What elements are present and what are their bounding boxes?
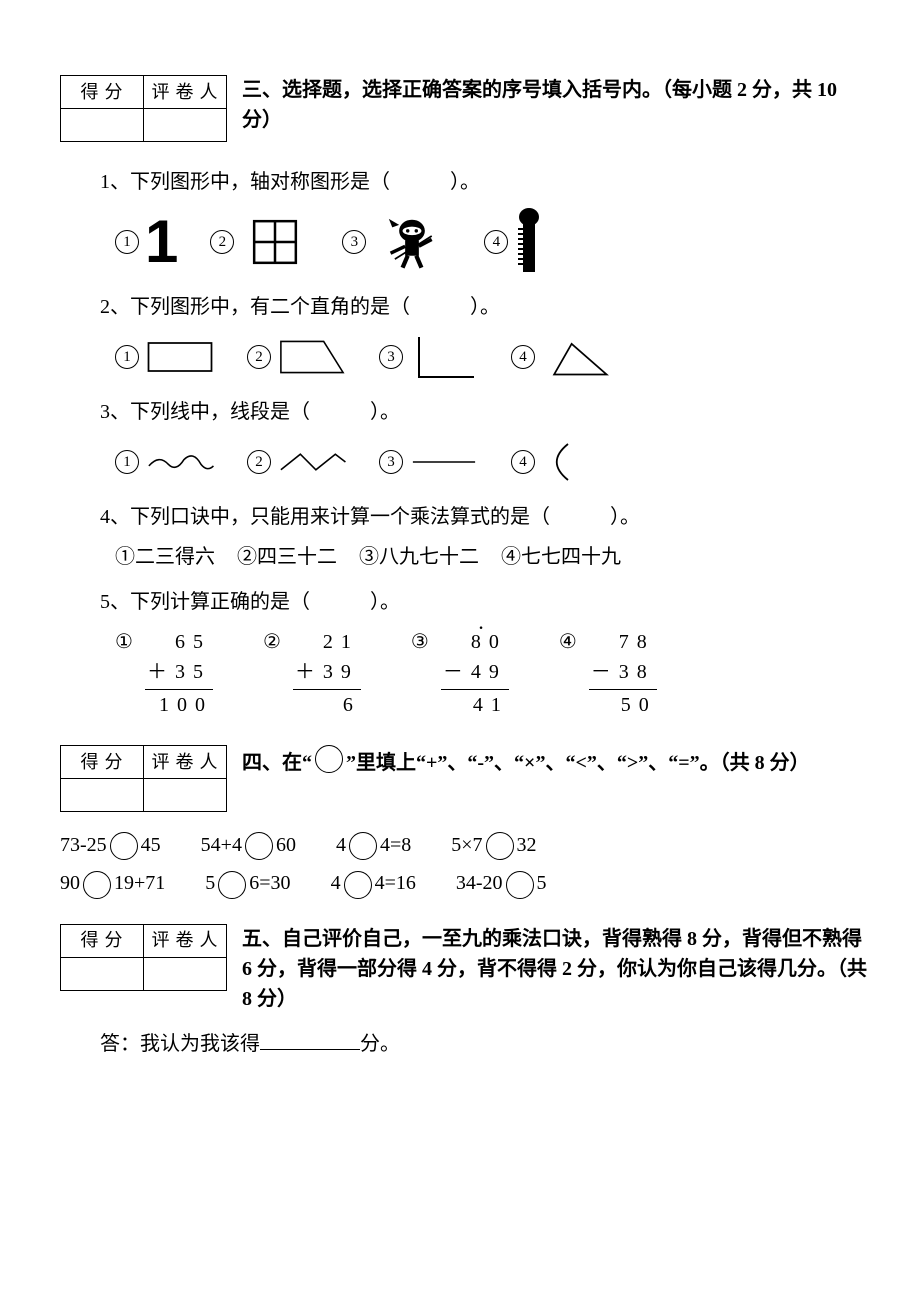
calc-4: 78 －38 50 xyxy=(589,627,657,720)
q3-options: 1 2 3 4 xyxy=(115,437,870,487)
q5-options: ① 65 ＋35 100 ② 21 ＋39 6 ③ 80 －49 41 ④ 78… xyxy=(115,627,870,720)
opt-num: 2 xyxy=(247,345,271,369)
score-h1: 得分 xyxy=(61,76,144,109)
section-3: 得分评卷人 三、选择题，选择正确答案的序号填入括号内。（每小题 2 分，共 10… xyxy=(60,75,870,720)
opt-num: ① xyxy=(115,627,133,657)
opt-num: 2 xyxy=(210,230,234,254)
fill-item[interactable]: 9019+71 xyxy=(60,868,165,898)
fill-item[interactable]: 34-205 xyxy=(456,868,547,898)
fill-item[interactable]: 44=16 xyxy=(331,868,416,898)
comb-icon xyxy=(514,207,544,277)
section-4: 得分评卷人 四、在“”里填上“+”、“-”、“×”、“<”、“>”、“=”。（共… xyxy=(60,745,870,899)
sec4-row2: 9019+71 56=30 44=16 34-205 xyxy=(60,868,870,898)
opt-num: 3 xyxy=(342,230,366,254)
opt-num: 1 xyxy=(115,450,139,474)
fill-item[interactable]: 44=8 xyxy=(336,830,411,860)
window-grid-icon xyxy=(240,217,310,267)
score-h2: 评卷人 xyxy=(144,76,227,109)
opt-num: ③ xyxy=(411,627,429,657)
answer-blank[interactable] xyxy=(260,1031,360,1050)
q2-options: 1 2 3 4 xyxy=(115,332,870,382)
fill-item[interactable]: 73-2545 xyxy=(60,830,161,860)
wave-line-icon xyxy=(145,437,215,487)
q3-text: 3、下列线中，线段是（ ）。 xyxy=(100,397,870,427)
sec4-row1: 73-2545 54+460 44=8 5×732 xyxy=(60,830,870,860)
opt-num: 4 xyxy=(511,450,535,474)
score-box-5: 得分评卷人 xyxy=(60,924,227,991)
score-v2[interactable] xyxy=(144,109,227,142)
score-v1[interactable] xyxy=(61,109,144,142)
q2-text: 2、下列图形中，有二个直角的是（ ）。 xyxy=(100,292,870,322)
right-angle-icon xyxy=(409,332,479,382)
section-5: 得分评卷人 五、自己评价自己，一至九的乘法口诀，背得熟得 8 分，背得但不熟得 … xyxy=(60,924,870,1059)
rectangle-icon xyxy=(145,332,215,382)
zigzag-line-icon xyxy=(277,437,347,487)
opt-num: 4 xyxy=(511,345,535,369)
fill-item[interactable]: 5×732 xyxy=(451,830,536,860)
calc-3: 80 －49 41 xyxy=(441,627,509,720)
score-box-3: 得分评卷人 xyxy=(60,75,227,142)
opt-num: 1 xyxy=(115,230,139,254)
fill-item[interactable]: 54+460 xyxy=(201,830,296,860)
q4-opt-3: ③八九七十二 xyxy=(359,542,479,572)
q4-opt-1: ①二三得六 xyxy=(115,542,215,572)
q1-text: 1、下列图形中，轴对称图形是（ ）。 xyxy=(100,167,870,197)
calc-2: 21 ＋39 6 xyxy=(293,627,361,720)
q1-options: 1 1 2 3 4 xyxy=(115,207,870,277)
opt-num: 3 xyxy=(379,345,403,369)
opt-num: 4 xyxy=(484,230,508,254)
ninja-icon xyxy=(372,212,452,272)
opt-num: ② xyxy=(263,627,281,657)
q4-opt-4: ④七七四十九 xyxy=(501,542,621,572)
sec5-answer: 答：我认为我该得分。 xyxy=(100,1029,870,1059)
triangle-icon xyxy=(541,332,611,382)
q4-options: ①二三得六 ②四三十二 ③八九七十二 ④七七四十九 xyxy=(115,542,870,572)
fill-item[interactable]: 56=30 xyxy=(205,868,290,898)
opt-num: 3 xyxy=(379,450,403,474)
trapezoid-icon xyxy=(277,332,347,382)
opt-num: 2 xyxy=(247,450,271,474)
digit-one-icon: 1 xyxy=(145,212,178,272)
q4-text: 4、下列口诀中，只能用来计算一个乘法算式的是（ ）。 xyxy=(100,502,870,532)
calc-1: 65 ＋35 100 xyxy=(145,627,213,720)
opt-num: ④ xyxy=(559,627,577,657)
opt-num: 1 xyxy=(115,345,139,369)
arc-line-icon xyxy=(541,437,577,487)
q4-opt-2: ②四三十二 xyxy=(237,542,337,572)
segment-line-icon xyxy=(409,437,479,487)
score-box-4: 得分评卷人 xyxy=(60,745,227,812)
